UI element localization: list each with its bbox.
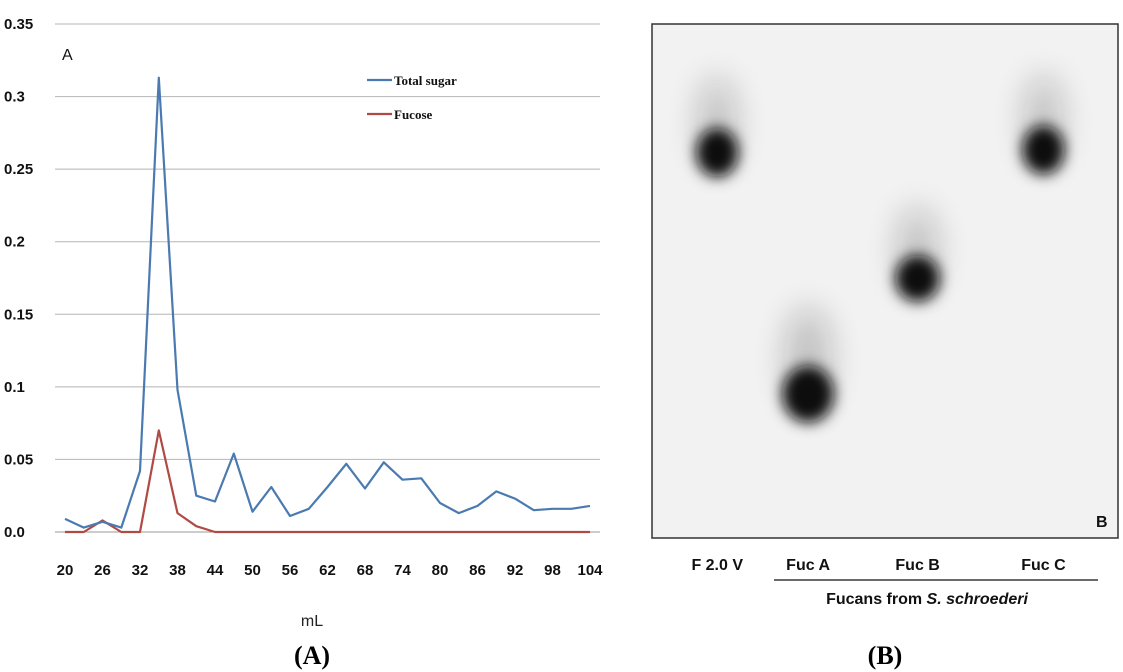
y-tick-label: 0.35 xyxy=(4,16,33,33)
lane-label: Fuc A xyxy=(786,557,830,574)
legend-label: Total sugar xyxy=(394,73,457,88)
y-tick-label: 0.15 xyxy=(4,306,33,323)
y-tick-label: 0.1 xyxy=(4,379,25,396)
x-tick-label: 86 xyxy=(469,562,486,579)
y-tick-label: 0.3 xyxy=(4,89,25,106)
x-tick-label: 68 xyxy=(357,562,374,579)
y-tick-label: 0.25 xyxy=(4,161,33,178)
x-tick-label: 98 xyxy=(544,562,561,579)
panel-b-gel: B F 2.0 V Fuc A Fuc B Fuc C Fucans from S. … xyxy=(651,23,1119,670)
gel-spot xyxy=(1022,125,1065,175)
panel-a-caption: (A) xyxy=(294,641,330,670)
x-tick-label: 62 xyxy=(319,562,336,579)
gel-spots xyxy=(696,74,1065,423)
x-tick-label: 50 xyxy=(244,562,261,579)
x-tick-label: 56 xyxy=(282,562,299,579)
x-axis-ticks: 20 26 32 38 44 50 56 62 68 74 80 86 92 98 104 xyxy=(57,562,604,579)
x-tick-label: 38 xyxy=(169,562,186,579)
panel-a-letter: A xyxy=(62,47,73,64)
panel-b-caption: (B) xyxy=(868,641,903,670)
fucans-group-caption: Fucans from S. schroederi xyxy=(826,591,1028,608)
legend: Total sugar Fucose xyxy=(367,73,457,122)
x-tick-label: 44 xyxy=(207,562,224,579)
lane-label: Fuc C xyxy=(1021,557,1066,574)
panel-b-letter: B xyxy=(1096,514,1108,531)
x-tick-label: 26 xyxy=(94,562,111,579)
x-tick-label: 92 xyxy=(507,562,524,579)
y-tick-label: 0.0 xyxy=(4,524,25,541)
series-line-fucose xyxy=(65,429,590,534)
series-line-total-sugar xyxy=(64,76,591,529)
lane-label: Fuc B xyxy=(895,557,939,574)
gel-spot xyxy=(895,255,940,302)
x-tick-label: 20 xyxy=(57,562,74,579)
gel-spot xyxy=(782,365,834,423)
series-group xyxy=(64,76,591,534)
x-tick-label: 80 xyxy=(432,562,449,579)
panel-a-chart: 0.0 0.05 0.1 0.15 0.2 0.25 0.3 0.35 20 26 32 38 44 5… xyxy=(4,16,603,670)
gel-spot xyxy=(696,128,739,177)
x-tick-label: 104 xyxy=(577,562,603,579)
lane-label: F 2.0 V xyxy=(691,557,743,574)
x-tick-label: 32 xyxy=(132,562,149,579)
gridlines xyxy=(55,23,600,460)
x-tick-label: 74 xyxy=(394,562,411,579)
legend-label: Fucose xyxy=(394,107,433,122)
y-axis-ticks: 0.0 0.05 0.1 0.15 0.2 0.25 0.3 0.35 xyxy=(4,16,33,541)
x-axis-unit-label: mL xyxy=(301,613,323,630)
y-tick-label: 0.2 xyxy=(4,234,25,251)
lane-labels: F 2.0 V Fuc A Fuc B Fuc C xyxy=(691,557,1066,574)
y-tick-label: 0.05 xyxy=(4,451,33,468)
